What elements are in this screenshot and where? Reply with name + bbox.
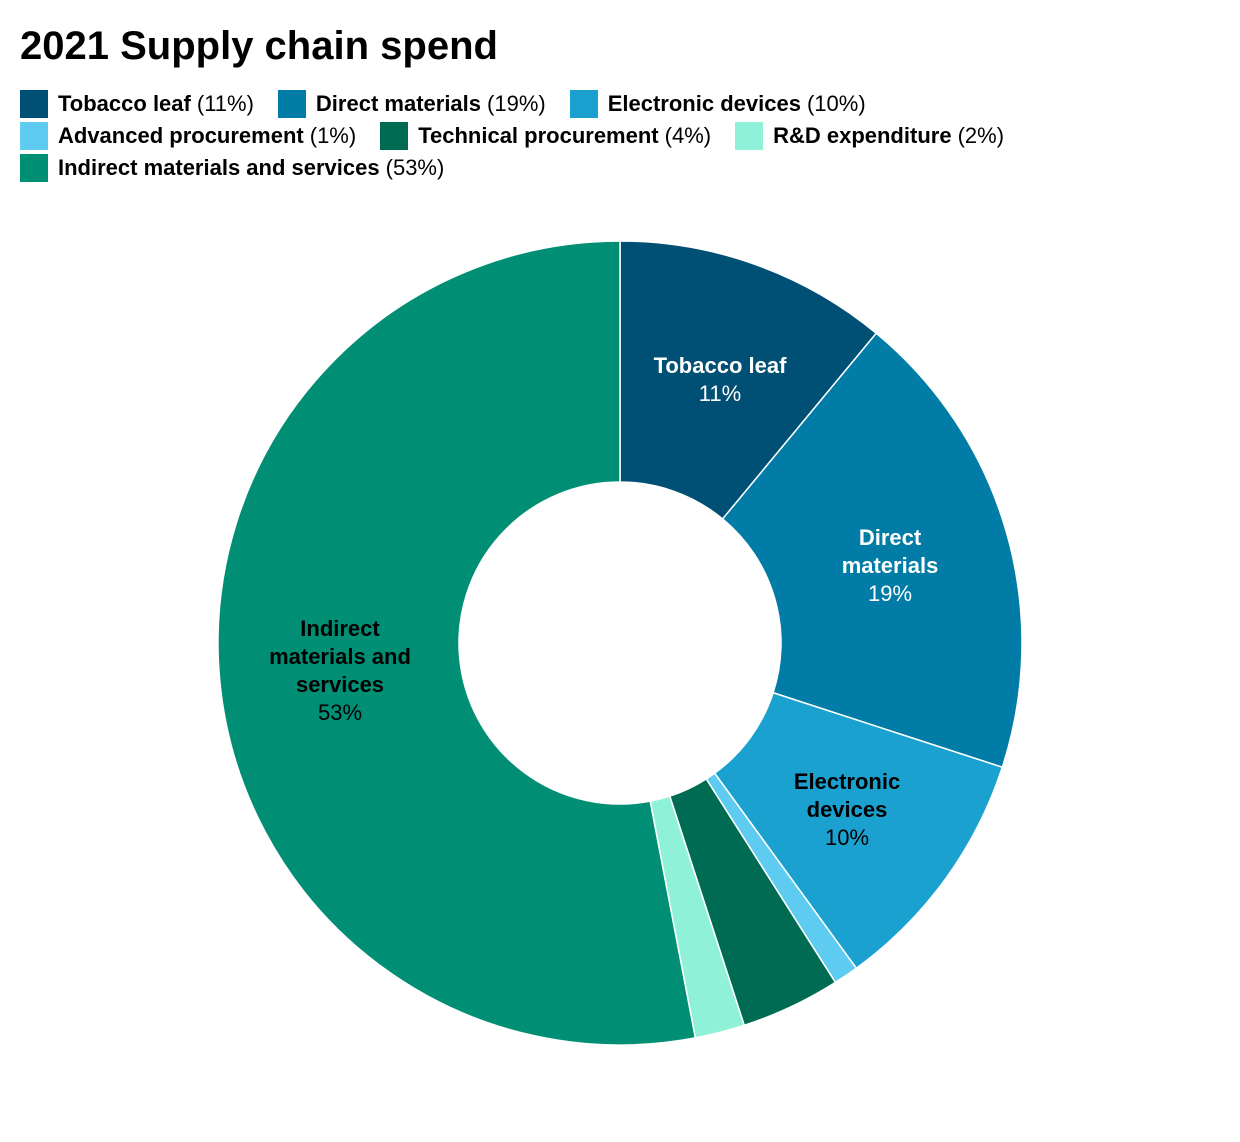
legend-item-electronic-devices: Electronic devices (10%) (569, 90, 866, 118)
legend-percent: (53%) (385, 155, 445, 180)
chart-title: 2021 Supply chain spend (20, 24, 498, 68)
legend-percent: (1%) (309, 123, 357, 148)
legend-percent: (2%) (957, 123, 1005, 148)
legend-item-indirect-materials: Indirect materials and services (53%) (20, 154, 444, 182)
slice-label: Electronic devices 10% (794, 769, 900, 850)
legend-label: Indirect materials and services (58, 155, 380, 180)
legend-label: Technical procurement (418, 123, 659, 148)
legend-percent: (10%) (806, 91, 866, 116)
legend-row: Indirect materials and services (53%) (20, 152, 1200, 184)
legend-item-tobacco-leaf: Tobacco leaf (11%) (20, 90, 254, 118)
donut-slice-indirect-materials-and-services (217, 240, 697, 1046)
slice-label: Direct materials 19% (842, 525, 939, 606)
legend-swatch (277, 90, 306, 118)
slice-value-label: 19% (868, 581, 912, 606)
legend-percent: (19%) (487, 91, 546, 116)
chart-legend: Tobacco leaf (11%) Direct materials (19%… (20, 88, 1200, 184)
legend-item-advanced-procurement: Advanced procurement (1%) (20, 122, 356, 150)
donut-slice-tobacco-leaf (619, 240, 878, 521)
legend-row: Tobacco leaf (11%) Direct materials (19%… (20, 88, 1200, 120)
legend-row: Advanced procurement (1%) Technical proc… (20, 120, 1200, 152)
legend-item-direct-materials: Direct materials (19%) (277, 90, 546, 118)
legend-item-technical-procurement: Technical procurement (4%) (380, 122, 711, 150)
legend-swatch (569, 90, 598, 118)
legend-item-rd-expenditure: R&D expenditure (2%) (735, 122, 1004, 150)
legend-label: Advanced procurement (58, 123, 304, 148)
legend-percent: (11%) (196, 91, 254, 116)
slice-value-label: 11% (699, 381, 741, 406)
legend-swatch (380, 122, 409, 150)
legend-percent: (4%) (664, 123, 712, 148)
donut-slice-electronic-devices (713, 691, 1004, 970)
legend-swatch (735, 122, 764, 150)
slice-label: Indirect materials and services 53% (269, 616, 411, 725)
legend-label: Electronic devices (607, 91, 801, 116)
legend-swatch (20, 90, 48, 118)
legend-label: Tobacco leaf (58, 91, 191, 116)
legend-swatch (20, 154, 48, 182)
legend-swatch (20, 122, 48, 150)
slice-value-label: 53% (318, 700, 362, 725)
slice-label: Tobacco leaf 11% (654, 353, 788, 406)
legend-label: R&D expenditure (773, 123, 952, 148)
legend-label: Direct materials (315, 91, 482, 116)
slice-value-label: 10% (825, 825, 869, 850)
donut-slice-direct-materials (721, 332, 1023, 769)
